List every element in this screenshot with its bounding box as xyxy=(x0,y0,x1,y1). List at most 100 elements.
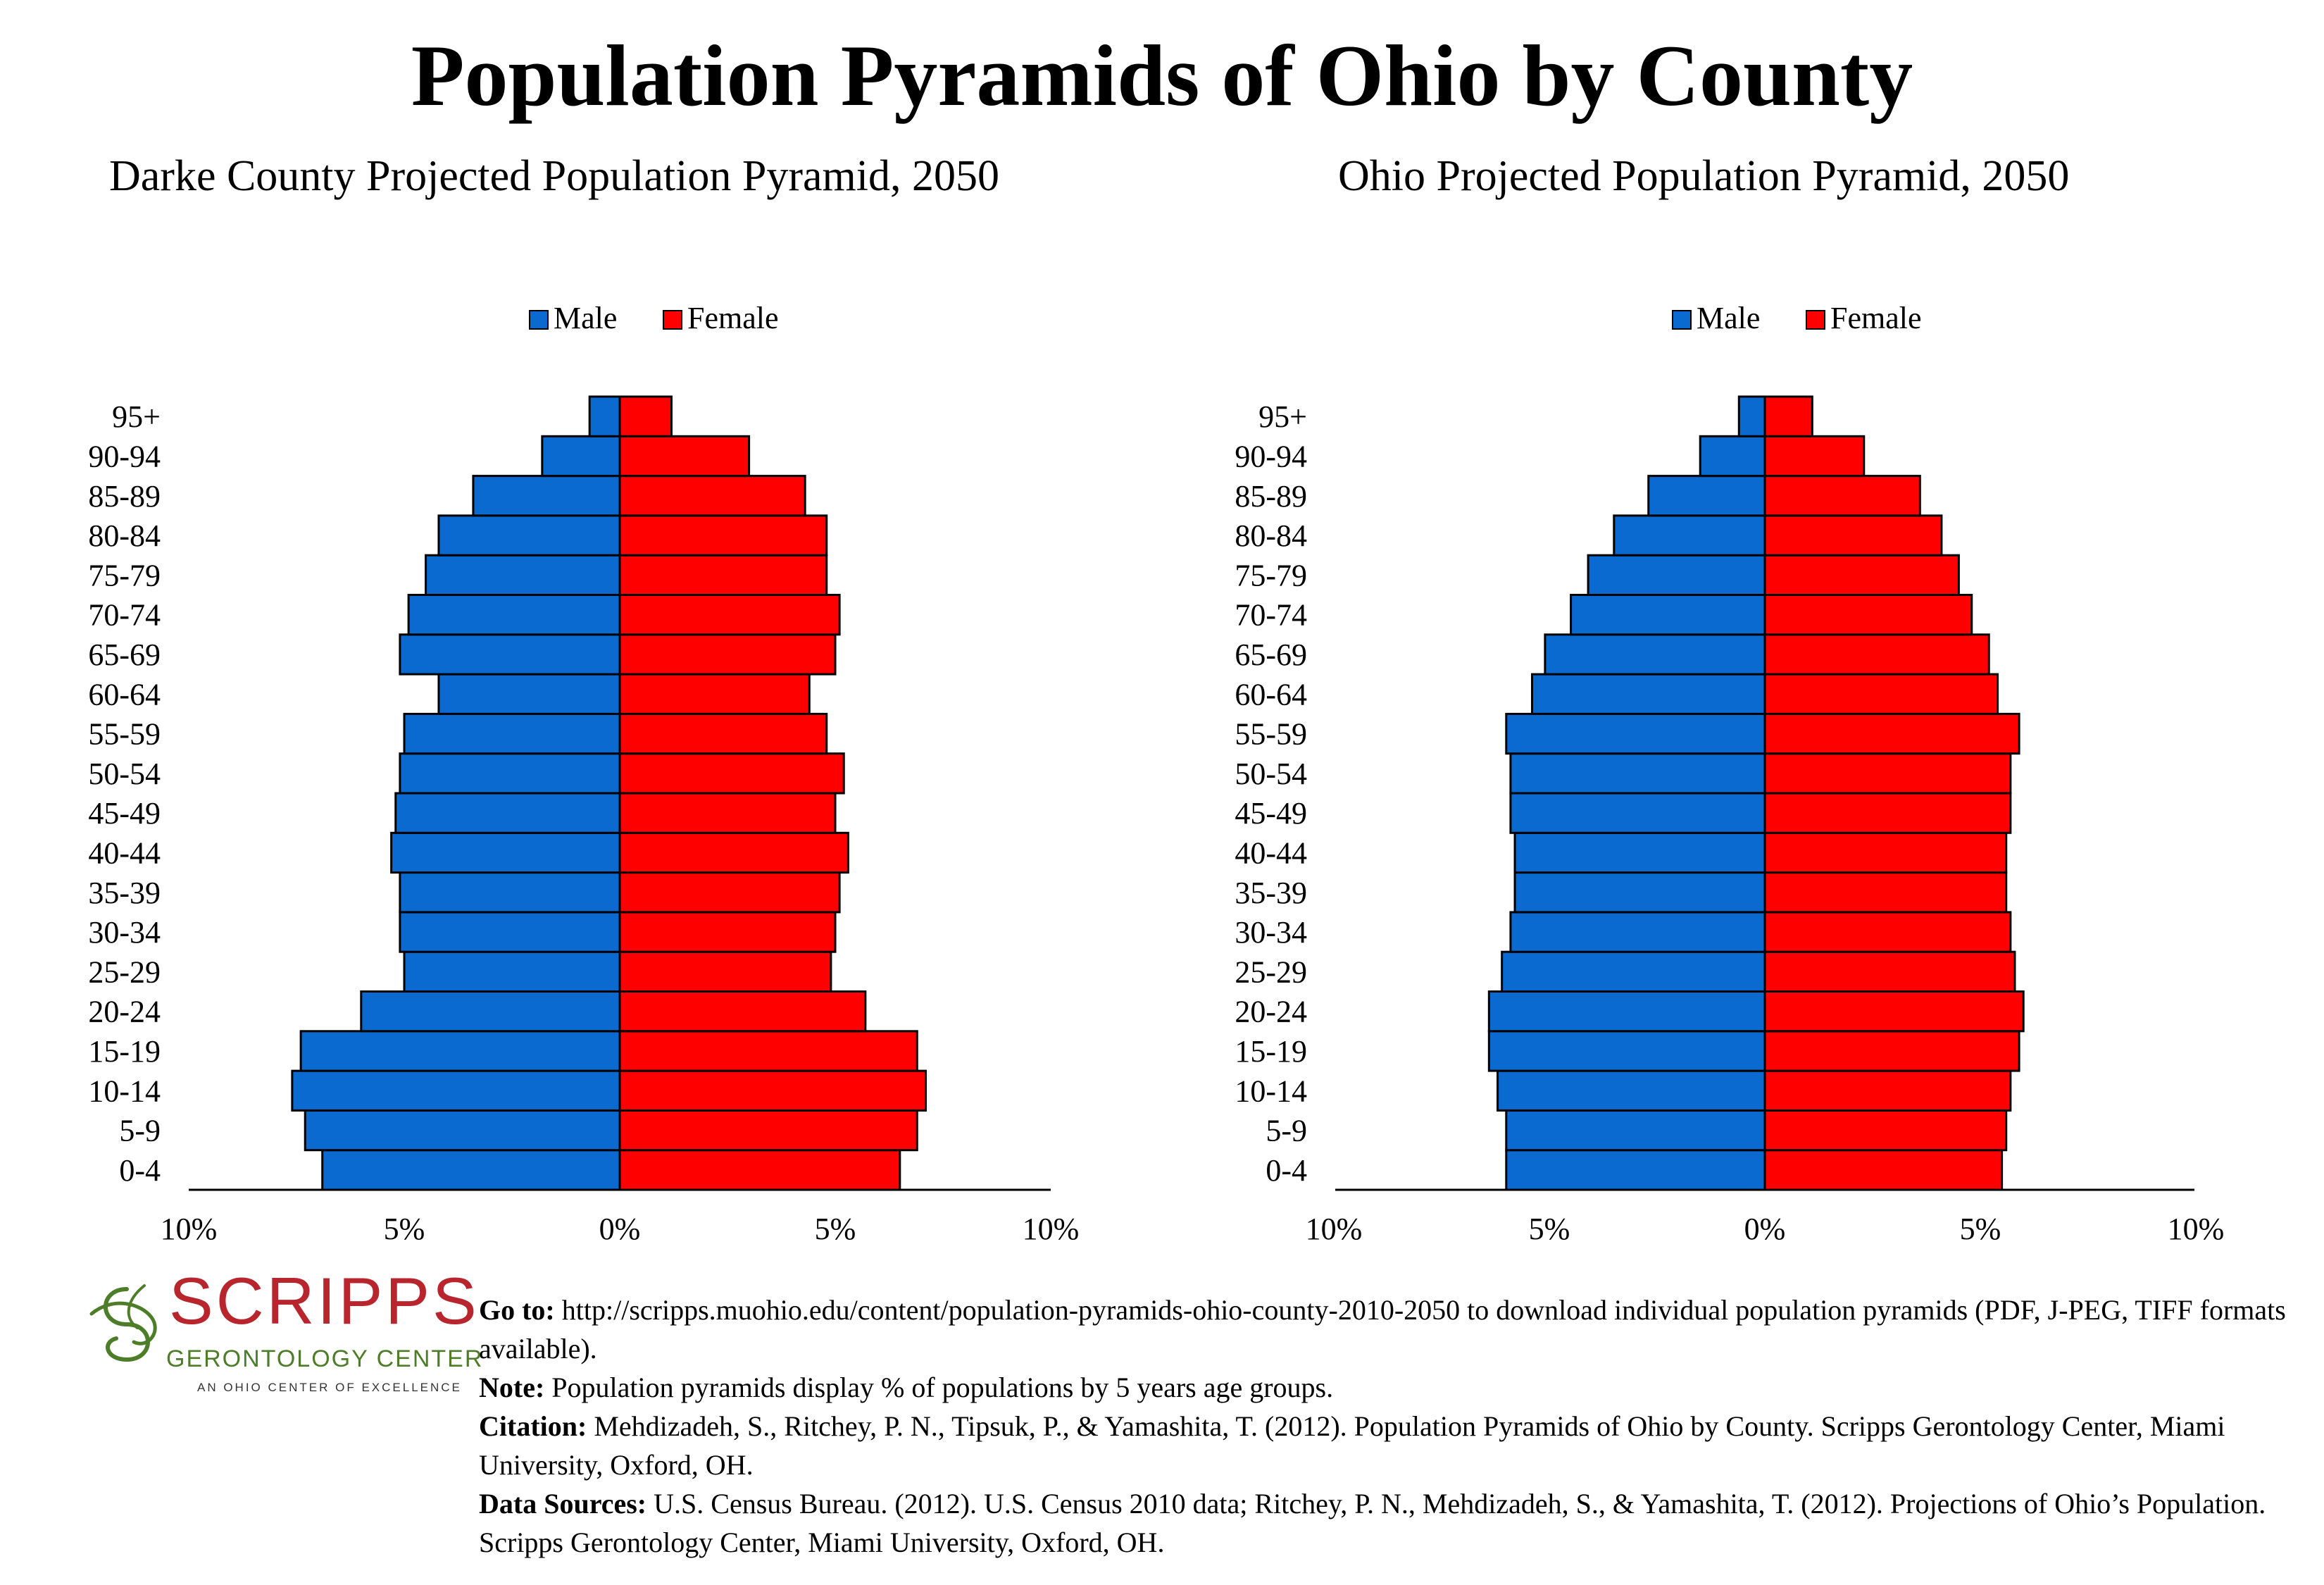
chart2-bar-male-0-4 xyxy=(1505,1149,1766,1191)
chart1-bar-female-0-4 xyxy=(618,1149,901,1191)
chart2-bar-male-45-49 xyxy=(1509,792,1766,834)
sources-label: Data Sources: xyxy=(479,1488,647,1519)
chart2-age-label-0-4: 0-4 xyxy=(1266,1153,1307,1188)
chart2-x-tick-1: 5% xyxy=(1529,1212,1570,1246)
chart2-legend-male-label: Male xyxy=(1697,301,1760,335)
chart2-bar-male-30-34 xyxy=(1509,911,1766,953)
chart2-bar-female-10-14 xyxy=(1763,1069,2012,1112)
scripps-swirl-icon xyxy=(89,1284,157,1362)
chart1-legend-female-label: Female xyxy=(687,301,779,335)
chart1-age-label-95+: 95+ xyxy=(112,399,161,434)
chart1-bar-male-95+ xyxy=(588,395,621,437)
chart1-age-label-55-59: 55-59 xyxy=(88,717,161,752)
chart1-bar-female-55-59 xyxy=(618,712,828,755)
chart2-bar-female-85-89 xyxy=(1763,475,1921,517)
chart2-bar-male-60-64 xyxy=(1531,673,1766,715)
chart1-age-label-60-64: 60-64 xyxy=(88,677,161,711)
chart2-bar-female-5-9 xyxy=(1763,1109,2008,1152)
chart1-bar-female-35-39 xyxy=(618,871,841,914)
chart1-age-label-5-9: 5-9 xyxy=(119,1114,161,1148)
goto-text: http://scripps.muohio.edu/content/popula… xyxy=(479,1294,2286,1365)
citation-note: Citation: Mehdizadeh, S., Ritchey, P. N.… xyxy=(479,1407,2310,1484)
chart2-age-label-90-94: 90-94 xyxy=(1235,439,1307,473)
chart1-x-tick-0: 10% xyxy=(161,1212,218,1246)
chart1-age-label-80-84: 80-84 xyxy=(88,518,161,553)
chart1-bar-male-60-64 xyxy=(437,673,621,715)
sources-note: Data Sources: U.S. Census Bureau. (2012)… xyxy=(479,1484,2310,1562)
chart2-bar-male-95+ xyxy=(1737,395,1766,437)
chart2-bar-female-75-79 xyxy=(1763,554,1960,597)
citation-text: Mehdizadeh, S., Ritchey, P. N., Tipsuk, … xyxy=(479,1410,2225,1481)
chart1-bar-female-90-94 xyxy=(618,435,751,478)
chart2-x-tick-3: 5% xyxy=(1960,1212,2001,1246)
chart1-bar-male-80-84 xyxy=(437,514,621,557)
chart1-bar-female-25-29 xyxy=(618,950,832,993)
chart1-age-label-40-44: 40-44 xyxy=(88,835,161,870)
goto-note: Go to: http://scripps.muohio.edu/content… xyxy=(479,1291,2310,1368)
chart1-age-label-75-79: 75-79 xyxy=(88,558,161,592)
chart2-bar-female-80-84 xyxy=(1763,514,1943,557)
chart2-age-label-40-44: 40-44 xyxy=(1235,835,1307,870)
chart1-bar-female-75-79 xyxy=(618,554,828,597)
chart1-bar-female-50-54 xyxy=(618,752,845,795)
chart2-age-label-80-84: 80-84 xyxy=(1235,518,1307,553)
chart2-x-tick-0: 10% xyxy=(1306,1212,1363,1246)
chart1-legend-female-swatch xyxy=(663,310,682,330)
chart2-bar-female-60-64 xyxy=(1763,673,1999,715)
chart1-bar-female-60-64 xyxy=(618,673,811,715)
chart2-bar-male-90-94 xyxy=(1699,435,1766,478)
chart1-legend-male-label: Male xyxy=(554,301,617,335)
chart1-bar-male-50-54 xyxy=(399,752,621,795)
chart2-legend-female-swatch xyxy=(1806,310,1825,330)
chart2-bar-female-55-59 xyxy=(1763,712,2020,755)
chart2-age-label-95+: 95+ xyxy=(1258,399,1307,434)
chart1-bar-male-45-49 xyxy=(394,792,621,834)
chart2-age-label-50-54: 50-54 xyxy=(1235,757,1307,791)
chart1-x-tick-4: 10% xyxy=(1023,1212,1080,1246)
chart1-bar-female-20-24 xyxy=(618,990,867,1033)
chart2-bar-male-40-44 xyxy=(1513,831,1766,874)
chart2-bar-male-20-24 xyxy=(1487,990,1766,1033)
chart1-title: Darke County Projected Population Pyrami… xyxy=(109,152,999,200)
scripps-logo: SCRIPPS GERONTOLOGY CENTER AN OHIO CENTE… xyxy=(85,1268,482,1409)
chart1-bar-female-85-89 xyxy=(618,475,806,517)
chart2-age-label-85-89: 85-89 xyxy=(1235,479,1307,514)
chart2-x-tick-2: 0% xyxy=(1744,1212,1786,1246)
chart2-age-label-60-64: 60-64 xyxy=(1235,677,1307,711)
chart2-age-label-15-19: 15-19 xyxy=(1235,1034,1307,1069)
chart2-bar-male-70-74 xyxy=(1570,594,1766,636)
chart1-bar-male-35-39 xyxy=(399,871,621,914)
chart2-age-label-5-9: 5-9 xyxy=(1266,1114,1307,1148)
logo-subtitle: GERONTOLOGY CENTER xyxy=(166,1345,484,1372)
chart1-x-tick-2: 0% xyxy=(599,1212,641,1246)
chart2-title: Ohio Projected Population Pyramid, 2050 xyxy=(1338,152,2069,200)
chart1-age-label-85-89: 85-89 xyxy=(88,479,161,514)
chart2-bar-female-70-74 xyxy=(1763,594,1973,636)
chart2-x-tick-4: 10% xyxy=(2168,1212,2225,1246)
chart1-age-label-35-39: 35-39 xyxy=(88,876,161,910)
chart2-bar-female-35-39 xyxy=(1763,871,2008,914)
chart1-bar-male-70-74 xyxy=(407,594,621,636)
note-label: Note: xyxy=(479,1372,545,1403)
chart2-bar-male-75-79 xyxy=(1587,554,1766,597)
chart1-bar-male-25-29 xyxy=(403,950,621,993)
chart2-bar-female-95+ xyxy=(1763,395,1813,437)
chart1-bar-male-65-69 xyxy=(399,633,621,676)
footnotes: Go to: http://scripps.muohio.edu/content… xyxy=(479,1291,2310,1562)
chart1-bar-male-20-24 xyxy=(360,990,621,1033)
chart1-bar-male-15-19 xyxy=(299,1030,621,1072)
chart2-bar-male-65-69 xyxy=(1544,633,1766,676)
chart2-bar-male-5-9 xyxy=(1505,1109,1766,1152)
chart2-age-label-10-14: 10-14 xyxy=(1235,1074,1307,1108)
chart1-age-label-65-69: 65-69 xyxy=(88,638,161,672)
chart1-bar-male-85-89 xyxy=(472,475,621,517)
chart1-legend-male-swatch xyxy=(529,310,549,330)
chart1-age-label-20-24: 20-24 xyxy=(88,995,161,1029)
chart1-bar-male-75-79 xyxy=(425,554,621,597)
chart1-bar-male-30-34 xyxy=(399,911,621,953)
chart2-bar-male-85-89 xyxy=(1647,475,1766,517)
chart2-bar-male-35-39 xyxy=(1513,871,1766,914)
chart1-age-label-15-19: 15-19 xyxy=(88,1034,161,1069)
chart1-age-label-90-94: 90-94 xyxy=(88,439,161,473)
chart2-age-label-20-24: 20-24 xyxy=(1235,995,1307,1029)
